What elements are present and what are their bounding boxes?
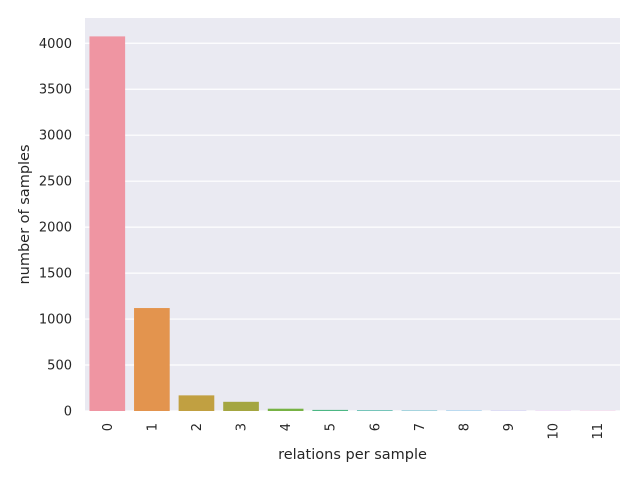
y-tick-label: 1000	[39, 313, 72, 328]
x-axis-label: relations per sample	[278, 447, 427, 463]
gridlines	[85, 42, 620, 412]
bar-0	[89, 36, 126, 412]
x-tick-label: 8	[457, 423, 472, 431]
x-tick-label: 7	[413, 423, 428, 431]
y-tick-label: 1500	[39, 267, 72, 282]
bar-3	[223, 401, 259, 411]
bar-1	[134, 308, 170, 411]
y-tick-label: 3500	[39, 83, 72, 98]
y-tick-label: 2000	[39, 221, 72, 236]
x-tick-label: 2	[190, 423, 205, 431]
y-tick-labels: 0 500 1000 1500 2000 2500 3000 3500 4000	[39, 37, 72, 420]
x-tick-label: 3	[235, 423, 250, 431]
bar-5	[312, 409, 349, 411]
y-tick-label: 500	[47, 359, 72, 374]
x-tick-label: 11	[591, 423, 606, 440]
y-axis-label: number of samples	[17, 144, 33, 284]
x-tick-label: 5	[324, 423, 339, 431]
bar-4	[267, 408, 304, 411]
bar-2	[178, 395, 215, 411]
x-tick-label: 1	[145, 423, 160, 431]
y-tick-label: 0	[64, 405, 72, 420]
y-tick-label: 2500	[39, 175, 72, 190]
y-tick-label: 4000	[39, 37, 72, 52]
x-tick-label: 4	[279, 423, 294, 431]
x-tick-label: 9	[502, 423, 517, 431]
x-tick-label: 10	[547, 423, 562, 440]
y-tick-label: 3000	[39, 129, 72, 144]
bar-6	[356, 410, 393, 411]
bars	[89, 36, 616, 412]
x-tick-labels: 0 1 2 3 4 5 6 7 8 9 10 11	[101, 423, 606, 440]
x-tick-label: 6	[368, 423, 383, 431]
x-tick-label: 0	[101, 423, 116, 431]
plot-background	[85, 18, 620, 411]
